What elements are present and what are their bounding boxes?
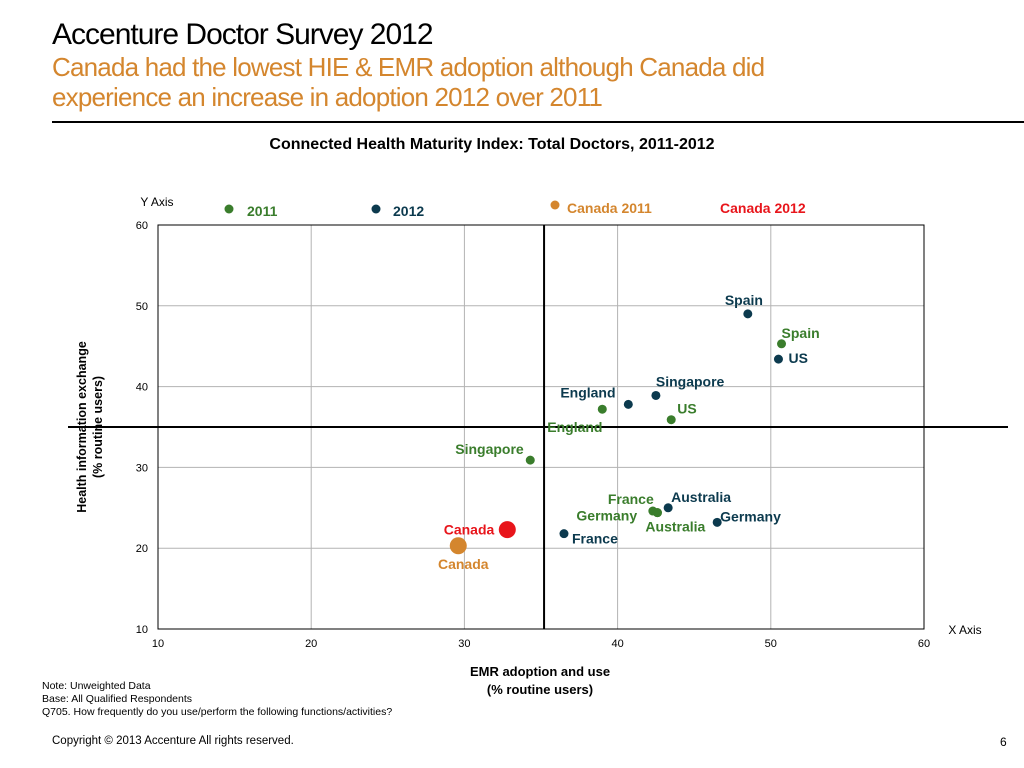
point-2011-england bbox=[597, 404, 607, 414]
title-block: Accenture Doctor Survey 2012 Canada had … bbox=[52, 18, 1012, 112]
point-2012-us bbox=[773, 354, 783, 364]
legend-label: Canada 2011 bbox=[567, 200, 652, 216]
y-axis-label-line-1: Health information exchange bbox=[75, 341, 89, 513]
y-tick-label: 50 bbox=[136, 301, 148, 313]
note-line-3: Q705. How frequently do you use/perform … bbox=[42, 706, 393, 718]
y-tick-label: 10 bbox=[136, 624, 148, 636]
data-label: Australia bbox=[645, 519, 705, 535]
page-number: 6 bbox=[1000, 735, 1007, 749]
y-tick-label: 30 bbox=[136, 462, 148, 474]
legend: 2011 2012 Canada 2011 Canada 2012 bbox=[224, 200, 806, 219]
tick-labels: 10 20 30 40 50 60 10 20 30 40 50 60 bbox=[136, 220, 930, 650]
point-2011-us bbox=[666, 415, 676, 425]
page-subtitle-line-1: Canada had the lowest HIE & EMR adoption… bbox=[52, 52, 765, 82]
legend-label: 2012 bbox=[393, 203, 424, 219]
legend-label: 2011 bbox=[247, 203, 278, 219]
legend-label: Canada 2012 bbox=[720, 200, 806, 216]
y-tick-label: 60 bbox=[136, 220, 148, 232]
data-labels: SpainEnglandUSSingaporeFranceGermanyAust… bbox=[438, 292, 820, 572]
note-line-1: Note: Unweighted Data bbox=[42, 680, 151, 692]
data-label: Germany bbox=[576, 508, 637, 524]
x-tick-label: 50 bbox=[765, 638, 777, 650]
point-2011-singapore bbox=[525, 455, 535, 465]
legend-marker bbox=[371, 204, 381, 214]
point-2011-australia bbox=[652, 508, 662, 518]
page-title: Accenture Doctor Survey 2012 bbox=[52, 18, 434, 51]
x-axis-tag: X Axis bbox=[948, 623, 981, 637]
point-canada-2011-canada bbox=[449, 537, 467, 555]
x-axis-label-line-1: EMR adoption and use bbox=[470, 664, 610, 679]
chart-title: Connected Health Maturity Index: Total D… bbox=[269, 136, 715, 153]
data-label: Canada bbox=[444, 522, 495, 538]
data-label: France bbox=[608, 491, 654, 507]
point-2012-singapore bbox=[651, 390, 661, 400]
point-2012-france bbox=[559, 529, 569, 539]
data-label: Singapore bbox=[656, 373, 725, 389]
point-canada-2012-canada bbox=[498, 521, 516, 539]
x-axis-label-line-2: (% routine users) bbox=[487, 682, 593, 697]
title-divider bbox=[52, 121, 1024, 123]
page-subtitle-line-2: experience an increase in adoption 2012 … bbox=[52, 82, 603, 112]
y-tick-label: 20 bbox=[136, 543, 148, 555]
x-tick-label: 40 bbox=[611, 638, 623, 650]
notes: Note: Unweighted Data Base: All Qualifie… bbox=[42, 680, 392, 719]
point-2012-england bbox=[623, 399, 633, 409]
axes bbox=[68, 224, 1008, 630]
point-2011-spain bbox=[777, 339, 787, 349]
data-label: Spain bbox=[782, 325, 820, 341]
y-axis-label-line-2: (% routine users) bbox=[91, 376, 105, 478]
y-tick-label: 40 bbox=[136, 382, 148, 394]
y-axis-tag: Y Axis bbox=[140, 195, 173, 209]
note-line-2: Base: All Qualified Respondents bbox=[42, 693, 193, 705]
data-label: Canada bbox=[438, 556, 489, 572]
point-2012-spain bbox=[743, 309, 753, 319]
data-points bbox=[449, 309, 787, 555]
point-2012-australia bbox=[663, 503, 673, 513]
data-label: Australia bbox=[671, 489, 731, 505]
point-2012-germany bbox=[712, 517, 722, 527]
data-label: England bbox=[560, 384, 615, 400]
data-label: France bbox=[572, 531, 618, 547]
data-label: US bbox=[677, 401, 696, 417]
legend-marker bbox=[224, 204, 234, 214]
x-tick-label: 20 bbox=[305, 638, 317, 650]
data-label: US bbox=[788, 350, 807, 366]
copyright: Copyright © 2013 Accenture All rights re… bbox=[52, 735, 294, 747]
data-label: Spain bbox=[725, 292, 763, 308]
legend-marker bbox=[550, 200, 560, 210]
data-label: England bbox=[547, 419, 602, 435]
x-tick-label: 60 bbox=[918, 638, 930, 650]
data-label: Singapore bbox=[455, 441, 524, 457]
data-label: Germany bbox=[720, 508, 781, 524]
x-tick-label: 30 bbox=[458, 638, 470, 650]
x-tick-label: 10 bbox=[152, 638, 164, 650]
